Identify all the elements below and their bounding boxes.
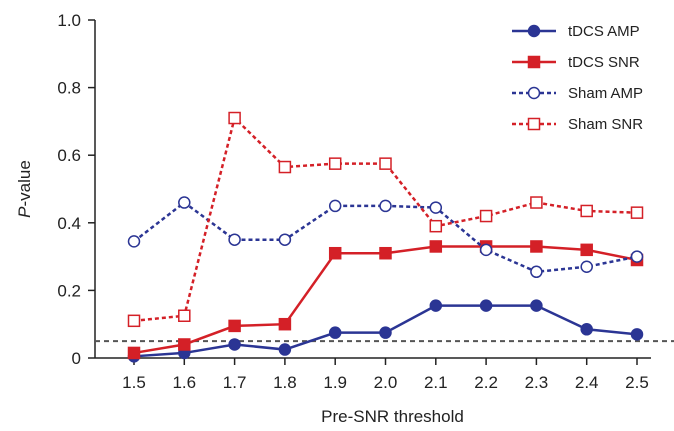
y-tick-label: 0 — [72, 349, 81, 368]
data-point-square — [278, 160, 292, 174]
data-point-square — [278, 317, 292, 331]
x-tick-label: 1.6 — [172, 373, 196, 392]
data-point-circle — [228, 338, 241, 351]
series-sham-snr — [127, 111, 644, 328]
y-axis-ticks: 0 0.2 0.4 0.6 0.8 1.0 — [57, 11, 95, 368]
x-tick-label: 1.8 — [273, 373, 297, 392]
data-point-circle — [630, 328, 644, 341]
data-point-circle — [379, 199, 392, 213]
data-point-square — [530, 240, 543, 253]
legend-item-tdcs-snr: tDCS SNR — [512, 54, 640, 71]
legend-item-sham-snr: Sham SNR — [512, 116, 643, 133]
data-point-square — [379, 246, 392, 260]
x-axis-ticks: 1.5 1.6 1.7 1.8 1.9 2.0 2.1 2.2 2.3 2.4 2.5 — [122, 358, 649, 392]
data-point-circle — [429, 201, 443, 214]
data-point-circle — [328, 199, 342, 213]
legend-item-tdcs-amp: tDCS AMP — [512, 23, 640, 40]
x-tick-label: 2.1 — [424, 373, 448, 392]
data-point-circle — [530, 299, 543, 312]
legend: tDCS AMP tDCS SNR Sham AMP Sham SNR — [512, 23, 643, 133]
data-point-circle — [630, 250, 644, 263]
data-point-square — [328, 246, 342, 260]
data-point-square — [429, 219, 443, 233]
x-axis-title: Pre-SNR threshold — [321, 407, 464, 426]
series-line-sham-snr — [133, 115, 638, 323]
series-layer — [127, 111, 644, 363]
data-point-square — [178, 309, 191, 322]
legend-label: Sham AMP — [568, 85, 643, 102]
data-point-circle — [479, 243, 493, 257]
y-tick-label: 0.8 — [57, 79, 81, 98]
y-tick-label: 0.2 — [57, 281, 81, 300]
series-tdcs-amp — [127, 299, 644, 363]
data-point-square — [228, 111, 241, 125]
x-tick-label: 2.5 — [625, 373, 649, 392]
data-point-circle — [228, 233, 241, 246]
data-point-square — [429, 240, 443, 253]
x-tick-label: 1.9 — [323, 373, 347, 392]
data-point-circle — [278, 233, 292, 246]
data-point-square — [228, 319, 241, 333]
data-point-square — [527, 55, 541, 69]
data-point-square — [127, 314, 141, 328]
data-point-circle — [178, 196, 191, 209]
legend-item-sham-amp: Sham AMP — [512, 85, 643, 102]
data-point-circle — [379, 326, 392, 339]
legend-label: Sham SNR — [568, 116, 643, 133]
data-point-square — [127, 346, 141, 360]
data-point-circle — [527, 86, 541, 100]
legend-label: tDCS AMP — [568, 23, 640, 40]
data-point-square — [630, 206, 644, 219]
data-point-circle — [127, 235, 141, 248]
x-tick-label: 1.7 — [223, 373, 247, 392]
data-point-square — [328, 157, 342, 170]
data-point-square — [580, 243, 593, 257]
y-axis-title-rest: -value — [15, 160, 34, 206]
data-point-square — [479, 209, 493, 223]
x-tick-label: 2.2 — [474, 373, 498, 392]
y-tick-label: 1.0 — [57, 11, 81, 30]
y-axis-title-italic: P — [15, 206, 34, 218]
data-point-square — [379, 157, 392, 170]
data-point-circle — [328, 326, 342, 339]
data-point-square — [530, 196, 543, 209]
data-point-circle — [479, 299, 493, 312]
data-point-circle — [278, 343, 292, 356]
data-point-circle — [580, 323, 593, 336]
x-tick-label: 2.0 — [374, 373, 398, 392]
y-axis-title: P-value — [15, 160, 34, 218]
data-point-circle — [530, 265, 543, 279]
y-tick-label: 0.4 — [57, 214, 81, 233]
data-point-square — [178, 338, 191, 351]
x-tick-label: 2.3 — [525, 373, 549, 392]
data-point-circle — [527, 24, 541, 38]
legend-label: tDCS SNR — [568, 54, 640, 71]
series-sham-amp — [127, 196, 644, 279]
data-point-circle — [429, 299, 443, 312]
x-tick-label: 2.4 — [575, 373, 599, 392]
x-tick-label: 1.5 — [122, 373, 146, 392]
data-point-circle — [580, 260, 593, 273]
y-tick-label: 0.6 — [57, 146, 81, 165]
data-point-square — [527, 117, 541, 131]
data-point-square — [580, 204, 593, 218]
